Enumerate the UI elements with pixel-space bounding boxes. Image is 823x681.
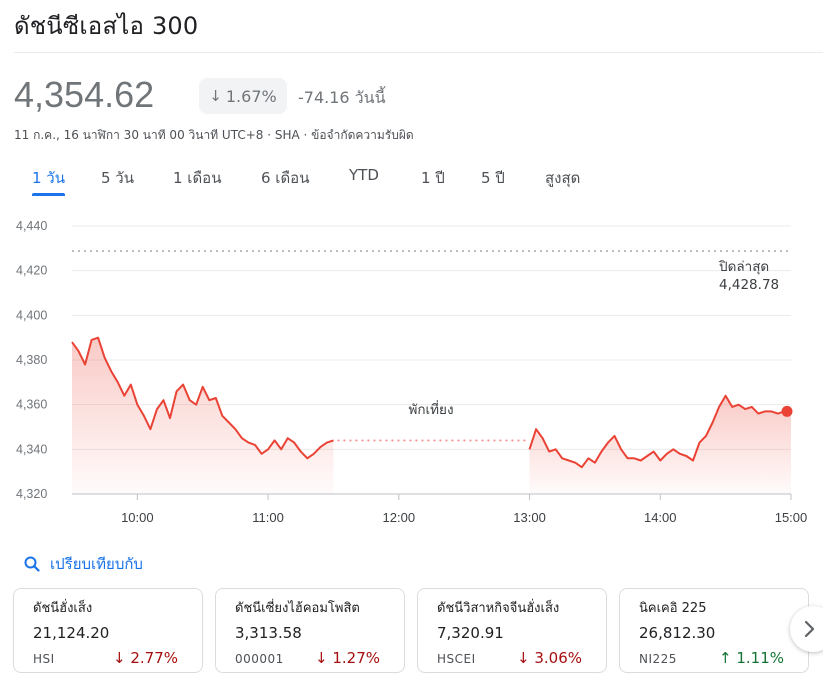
arrow-down-icon: ↓: [516, 649, 530, 667]
y-tick-label: 4,400: [16, 308, 47, 322]
card-symbol: HSCEI: [437, 652, 476, 666]
x-tick-label: 13:00: [513, 510, 546, 525]
last-price-dot: [781, 405, 793, 417]
arrow-down-icon: ↓: [112, 649, 126, 667]
compare-card-ni225[interactable]: นิคเคอิ 225 26,812.30 NI225 ↑ 1.11%: [619, 588, 809, 673]
y-tick-label: 4,420: [16, 264, 47, 278]
compare-with-button[interactable]: เปรียบเทียบกับ: [24, 552, 143, 576]
quote-meta[interactable]: 11 ก.ค., 16 นาฬิกา 30 นาที 00 วินาที UTC…: [14, 128, 414, 142]
change-percent-badge: ↓ 1.67%: [199, 78, 287, 114]
card-value: 26,812.30: [639, 624, 716, 642]
tab-1-day[interactable]: 1 วัน: [28, 162, 69, 196]
arrow-up-icon: ↑: [718, 649, 732, 667]
card-change: ↓ 3.06%: [516, 649, 582, 667]
card-name: ดัชนีเซี่ยงไฮ้คอมโพสิต: [235, 601, 360, 616]
compare-card-hscei[interactable]: ดัชนีวิสาหกิจจีนฮั่งเส็ง 7,320.91 HSCEI …: [417, 588, 607, 673]
price-line-afternoon: [528, 394, 791, 469]
x-tick-label: 10:00: [121, 510, 154, 525]
tab-ytd[interactable]: YTD: [349, 166, 379, 184]
card-name: ดัชนีวิสาหกิจจีนฮั่งเส็ง: [437, 601, 560, 616]
tab-5-days[interactable]: 5 วัน: [101, 169, 134, 187]
card-change: ↓ 1.27%: [314, 649, 380, 667]
x-tick-label: 15:00: [775, 510, 808, 525]
price-area-afternoon: [529, 395, 791, 494]
y-tick-label: 4,380: [16, 353, 47, 367]
arrow-down-icon: ↓: [209, 87, 222, 105]
price-area-morning: [72, 337, 334, 494]
previous-close-label: ปิดล่าสุด: [718, 259, 769, 275]
search-icon: [24, 556, 40, 572]
arrow-down-icon: ↓: [314, 649, 328, 667]
price-chart[interactable]: 4,440 4,420 4,400 4,380 4,360 4,340 4,320 10:0…: [0, 208, 823, 538]
current-price: 4,354.62: [14, 74, 155, 115]
next-cards-button[interactable]: [790, 606, 823, 652]
card-symbol: HSI: [33, 652, 55, 666]
card-change: ↑ 1.11%: [718, 649, 784, 667]
card-name: ดัชนีฮั่งเส็ง: [33, 601, 93, 616]
lunch-break-label: พักเที่ยง: [408, 400, 453, 418]
chevron-right-icon: [804, 620, 815, 638]
card-value: 3,313.58: [235, 624, 302, 642]
card-name: นิคเคอิ 225: [639, 601, 707, 616]
page-title: ดัชนีซีเอสไอ 300: [14, 12, 199, 40]
card-value: 21,124.20: [33, 624, 110, 642]
y-tick-label: 4,440: [16, 219, 47, 233]
change-percent: 1.67%: [225, 86, 277, 106]
x-tick-label: 11:00: [252, 510, 284, 525]
card-symbol: NI225: [639, 652, 677, 666]
tab-1-month[interactable]: 1 เดือน: [173, 169, 222, 187]
compare-label: เปรียบเทียบกับ: [50, 555, 143, 573]
card-value: 7,320.91: [437, 624, 504, 642]
card-symbol: 000001: [235, 652, 284, 666]
tab-1-year[interactable]: 1 ปี: [421, 169, 445, 187]
y-tick-label: 4,340: [16, 442, 47, 456]
tab-5-years[interactable]: 5 ปี: [481, 169, 505, 187]
x-tick-label: 14:00: [644, 510, 677, 525]
price-line-morning: [71, 336, 334, 460]
x-tick-label: 12:00: [383, 510, 416, 525]
tab-max[interactable]: สูงสุด: [545, 169, 581, 187]
divider: [14, 52, 823, 53]
change-absolute: -74.16 วันนี้: [298, 88, 386, 107]
tab-6-months[interactable]: 6 เดือน: [261, 169, 310, 187]
y-tick-label: 4,360: [16, 398, 47, 412]
compare-card-000001[interactable]: ดัชนีเซี่ยงไฮ้คอมโพสิต 3,313.58 000001 ↓…: [215, 588, 405, 673]
y-tick-label: 4,320: [16, 487, 47, 501]
previous-close-value: 4,428.78: [719, 277, 779, 293]
card-change: ↓ 2.77%: [112, 649, 178, 667]
compare-card-hsi[interactable]: ดัชนีฮั่งเส็ง 21,124.20 HSI ↓ 2.77%: [13, 588, 203, 673]
